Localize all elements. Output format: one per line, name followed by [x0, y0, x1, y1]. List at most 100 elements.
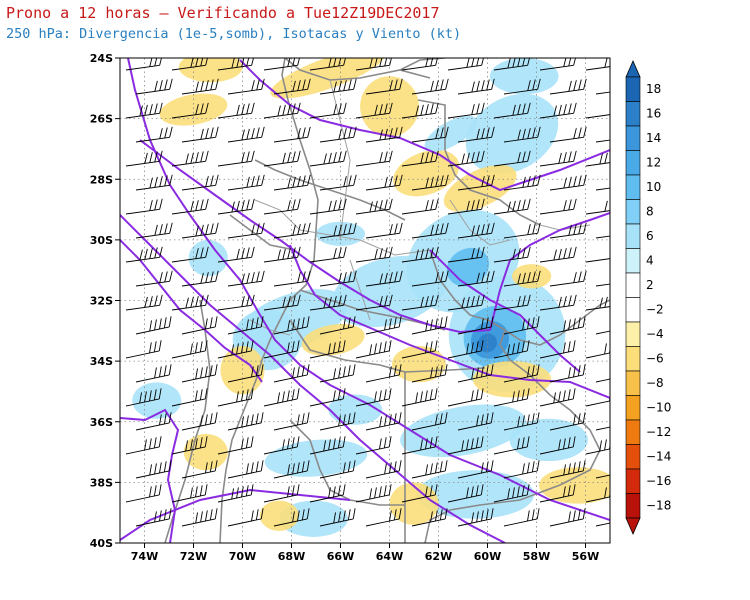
wind-barb — [227, 316, 264, 335]
divergence-shade — [301, 323, 365, 356]
wind-barb — [539, 58, 577, 71]
wind-barb — [171, 436, 208, 455]
colorbar: 18 16 14 12 10 8 6 4 2 −2 −4 −6 −8 −10 −12 −14 −16 −18 — [625, 60, 671, 535]
wind-barb — [217, 484, 254, 503]
wind-barb — [125, 340, 162, 359]
wind-barb — [171, 484, 208, 503]
colorbar-label: 16 — [646, 107, 661, 121]
lat-label: 26S — [90, 113, 113, 126]
wind-barb — [125, 198, 163, 215]
wind-barb — [309, 150, 347, 167]
wind-barb — [355, 484, 392, 503]
divergence-shade — [511, 264, 552, 289]
wind-barb — [263, 102, 301, 119]
wind-barb — [503, 460, 540, 479]
colorbar-segment — [625, 346, 641, 372]
colorbar-segment — [625, 101, 641, 127]
wind-barb — [549, 222, 587, 239]
wind-barb — [595, 136, 610, 143]
wind-barb — [227, 364, 264, 383]
wind-barb — [493, 198, 531, 215]
wind-barb — [217, 436, 254, 455]
wind-barb — [319, 126, 357, 143]
wind-barb — [595, 470, 610, 479]
wind-barb — [549, 364, 586, 383]
lat-label: 30S — [90, 234, 113, 247]
wind-barb — [227, 460, 264, 479]
border-line — [399, 58, 446, 71]
wind-barb — [319, 364, 356, 383]
wind-barb — [273, 364, 310, 383]
wind-barb — [135, 460, 172, 479]
wind-barb — [365, 316, 402, 335]
wind-barb — [309, 198, 347, 215]
isotach-contour — [120, 214, 506, 543]
border-line — [219, 58, 319, 543]
lat-label: 36S — [90, 416, 113, 429]
wind-barb — [125, 388, 162, 407]
isotach-contour — [120, 488, 351, 541]
wind-barb — [227, 270, 265, 287]
border-line — [504, 299, 610, 346]
wind-barb — [227, 412, 264, 431]
wind-barb — [171, 198, 209, 215]
divergence-shade — [416, 470, 535, 519]
wind-barb — [595, 326, 610, 335]
wind-barb — [365, 222, 403, 239]
colorbar-bottom-arrow — [625, 517, 641, 535]
colorbar-label: −6 — [646, 352, 664, 366]
divergence-shade — [465, 93, 559, 174]
isotach-contour — [120, 239, 263, 383]
wind-barb — [273, 316, 310, 335]
colorbar-label: −8 — [646, 376, 664, 390]
wind-barb — [319, 222, 357, 239]
wind-barb — [181, 174, 219, 191]
wind-barb — [181, 78, 219, 95]
isotach-contour — [289, 244, 610, 399]
wind-barb — [227, 174, 265, 191]
wind-barb — [273, 270, 311, 287]
colorbar-segment — [625, 321, 641, 347]
wind-barb — [539, 436, 576, 455]
wind-barb — [493, 436, 530, 455]
wind-barb — [365, 412, 402, 431]
wind-barb — [493, 58, 531, 71]
wind-barb — [217, 58, 255, 71]
divergence-shade — [360, 76, 419, 137]
wind-barb — [171, 246, 209, 263]
wind-barb — [503, 412, 540, 431]
wind-barb — [181, 316, 218, 335]
wind-barb — [457, 364, 494, 383]
isotach-contour — [139, 139, 491, 334]
wind-barb — [595, 422, 610, 431]
wind-barb — [549, 460, 586, 479]
wind-barb — [457, 174, 495, 191]
colorbar-top-arrow — [625, 60, 641, 78]
wind-barb — [181, 508, 218, 527]
isotach-contour — [429, 249, 581, 373]
wind-barb — [365, 174, 403, 191]
wind-barb — [503, 364, 540, 383]
wind-barb — [503, 78, 541, 95]
wind-barb — [135, 270, 173, 287]
wind-barb — [319, 508, 356, 527]
colorbar-label: 18 — [646, 82, 661, 96]
lon-label: 62W — [425, 550, 452, 563]
wind-barb — [227, 78, 265, 95]
wind-barb — [355, 198, 393, 215]
wind-barb — [401, 198, 439, 215]
wind-barb — [411, 316, 448, 335]
wind-barb — [447, 436, 484, 455]
wind-barb — [411, 412, 448, 431]
wind-barb — [401, 294, 439, 311]
divergence-shade — [400, 404, 526, 458]
wind-barb — [319, 78, 357, 95]
wind-barb — [263, 484, 300, 503]
colorbar-label: −18 — [646, 499, 671, 513]
wind-barb — [171, 150, 209, 167]
wind-barb — [135, 316, 172, 335]
wind-barb — [447, 340, 484, 359]
lon-label: 68W — [278, 550, 305, 563]
divergence-shade — [509, 418, 588, 462]
wind-barb — [401, 102, 439, 119]
